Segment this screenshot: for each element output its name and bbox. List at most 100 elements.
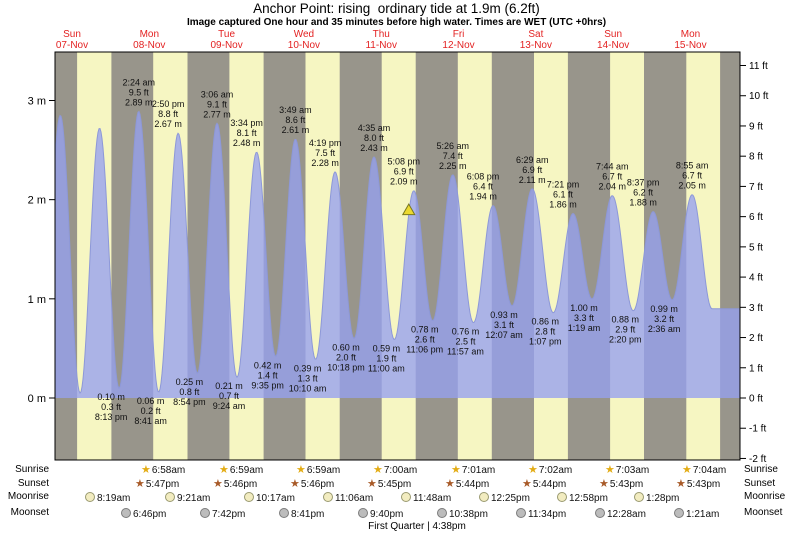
- low-tide-annotation: 2.0 ft: [336, 352, 357, 362]
- page-subtitle: Image captured One hour and 35 minutes b…: [186, 17, 607, 28]
- high-tide-annotation: 6:29 am: [516, 155, 549, 165]
- sunrise-entry: ★7:04am: [682, 464, 726, 477]
- high-tide-annotation: 6.2 ft: [633, 188, 654, 198]
- day-name-label: Tue: [218, 29, 235, 40]
- low-tide-annotation: 11:06 pm: [406, 345, 443, 355]
- high-tide-annotation: 8.6 ft: [285, 115, 306, 125]
- y-axis-label-m: 1 m: [28, 294, 46, 306]
- plot-frame: [54, 51, 741, 461]
- sunset-row-label-right: Sunset: [744, 478, 776, 489]
- sunrise-entry: ★7:02am: [528, 464, 572, 477]
- moonset-entry: 8:41pm: [279, 507, 324, 521]
- low-tide-annotation: 9:24 am: [213, 401, 246, 411]
- high-tide-annotation: 2.28 m: [311, 158, 339, 168]
- high-tide-annotation: 8.1 ft: [237, 128, 258, 138]
- y-axis-label-ft: 0 ft: [749, 394, 763, 405]
- moonrise-entry: 9:21am: [165, 491, 210, 505]
- day-date-label: 08-Nov: [133, 40, 165, 51]
- high-tide-annotation: 1.88 m: [629, 198, 657, 208]
- moonset-icon: [674, 508, 684, 518]
- sunset-icon: ★: [599, 478, 609, 490]
- tide-series: [54, 110, 740, 398]
- moonset-time: 6:46pm: [133, 509, 167, 520]
- y-axis-label-ft: 8 ft: [749, 152, 763, 163]
- sunset-icon: ★: [290, 478, 300, 490]
- high-tide-annotation: 8.8 ft: [158, 109, 179, 119]
- high-tide-annotation: 7:44 am: [596, 162, 629, 172]
- day-date-label: 14-Nov: [597, 40, 629, 51]
- moonrise-entry: 11:06am: [323, 491, 373, 505]
- low-tide-annotation: 8:13 pm: [95, 412, 128, 422]
- high-tide-annotation: 5:08 pm: [388, 157, 421, 167]
- current-tide-marker: [401, 203, 416, 216]
- sunset-entry: ★5:46pm: [290, 478, 334, 491]
- high-tide-annotation: 2.48 m: [233, 138, 261, 148]
- moonrise-icon: [323, 492, 333, 502]
- moonrise-time: 12:58pm: [569, 493, 608, 504]
- low-tide-annotation: 0.93 m: [490, 310, 518, 320]
- sunrise-time: 7:04am: [692, 465, 727, 476]
- moonset-entry: 12:28am: [595, 507, 646, 521]
- sunset-time: 5:47pm: [145, 479, 180, 490]
- moonset-time: 12:28am: [607, 509, 646, 520]
- high-tide-annotation: 6.4 ft: [473, 182, 494, 192]
- moonset-icon: [200, 508, 210, 518]
- sunset-icon: ★: [213, 478, 223, 490]
- high-tide-annotation: 2.77 m: [203, 109, 231, 119]
- low-tide-annotation: 11:00 am: [368, 363, 405, 373]
- low-tide-annotation: 0.59 m: [373, 343, 401, 353]
- high-tide-annotation: 2.43 m: [360, 143, 388, 153]
- sunrise-icon: ★: [682, 464, 692, 476]
- low-tide-annotation: 11:57 am: [447, 347, 484, 357]
- moonset-entry: 9:40pm: [358, 507, 403, 521]
- y-axis-label-m: 0 m: [28, 393, 46, 405]
- moonrise-entry: 11:48am: [401, 491, 451, 505]
- sunrise-icon: ★: [528, 464, 538, 476]
- moonrise-icon: [401, 492, 411, 502]
- high-tide-annotation: 8:55 am: [676, 161, 709, 171]
- sunrise-row-label-right: Sunrise: [744, 464, 778, 475]
- high-tide-annotation: 2.67 m: [154, 119, 182, 129]
- sunrise-icon: ★: [451, 464, 461, 476]
- moonrise-entry: 1:28pm: [634, 491, 679, 505]
- sunset-time: 5:43pm: [609, 479, 644, 490]
- moonrise-entry: 8:19am: [85, 491, 130, 505]
- high-tide-annotation: 2.04 m: [599, 182, 627, 192]
- high-tide-annotation: 2:24 am: [122, 77, 155, 87]
- moonrise-icon: [634, 492, 644, 502]
- sunset-time: 5:43pm: [686, 479, 721, 490]
- sunset-entry: ★5:46pm: [213, 478, 257, 491]
- low-tide-annotation: 2.9 ft: [615, 325, 636, 335]
- moonrise-icon: [85, 492, 95, 502]
- moonset-time: 9:40pm: [370, 509, 404, 520]
- moonset-icon: [595, 508, 605, 518]
- high-tide-annotation: 8:37 pm: [627, 178, 660, 188]
- low-tide-annotation: 8:41 am: [134, 416, 167, 426]
- day-date-label: 13-Nov: [520, 40, 552, 51]
- high-tide-annotation: 6.7 ft: [682, 171, 703, 181]
- high-tide-annotation: 6:08 pm: [467, 172, 500, 182]
- high-tide-annotation: 3:49 am: [279, 105, 312, 115]
- sunset-entry: ★5:47pm: [135, 478, 179, 491]
- moonset-icon: [279, 508, 289, 518]
- moonrise-icon: [479, 492, 489, 502]
- sunrise-entry: ★6:59am: [219, 464, 263, 477]
- low-tide-annotation: 2:20 pm: [609, 335, 642, 345]
- sunrise-time: 6:59am: [306, 465, 341, 476]
- low-tide-annotation: 1.00 m: [570, 303, 598, 313]
- moonrise-time: 8:19am: [97, 493, 131, 504]
- moonrise-time: 1:28pm: [646, 493, 680, 504]
- moonrise-icon: [165, 492, 175, 502]
- day-name-label: Sat: [528, 29, 543, 40]
- day-name-label: Fri: [453, 29, 465, 40]
- sunset-entry: ★5:43pm: [599, 478, 643, 491]
- low-tide-annotation: 0.99 m: [650, 304, 678, 314]
- moonset-row-label-left: Moonset: [10, 507, 49, 518]
- day-date-label: 12-Nov: [442, 40, 474, 51]
- low-tide-annotation: 2.5 ft: [455, 337, 476, 347]
- sunrise-time: 7:01am: [461, 465, 496, 476]
- high-tide-annotation: 3:34 pm: [230, 118, 263, 128]
- day-name-label: Thu: [373, 29, 390, 40]
